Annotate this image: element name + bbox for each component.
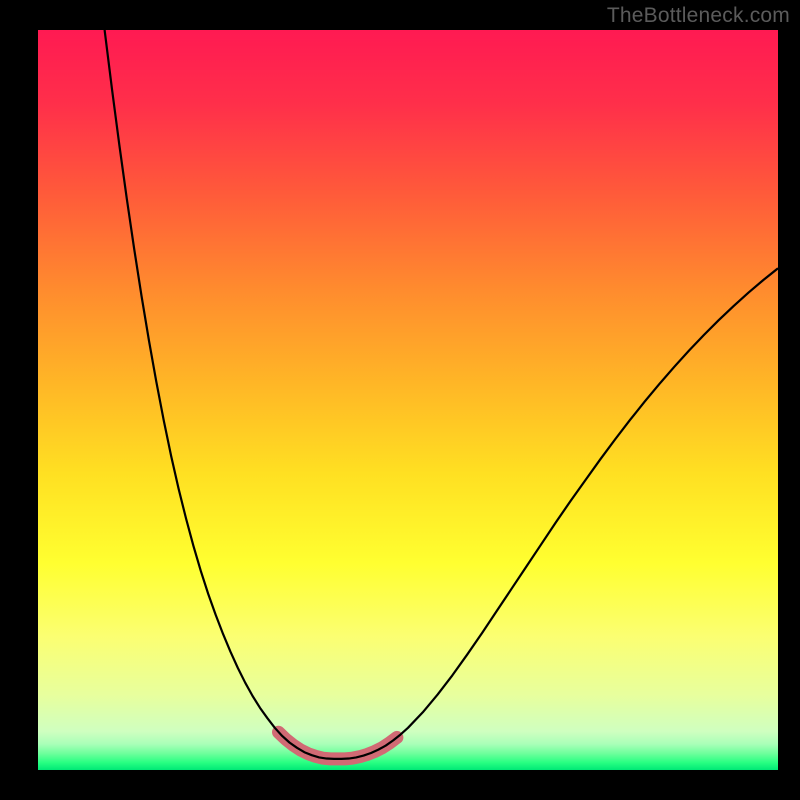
bottleneck-curve-chart <box>38 30 778 770</box>
plot-area <box>38 30 778 770</box>
gradient-background <box>38 30 778 770</box>
chart-stage: TheBottleneck.com <box>0 0 800 800</box>
watermark-text: TheBottleneck.com <box>607 4 790 28</box>
